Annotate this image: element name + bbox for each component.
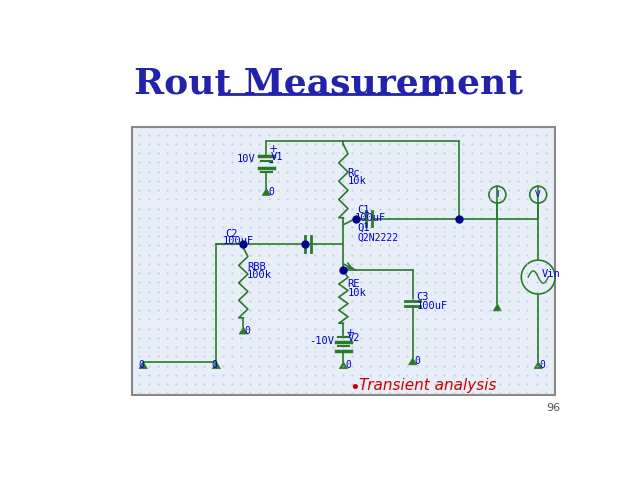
- Polygon shape: [262, 189, 271, 195]
- Text: Q2N2222: Q2N2222: [357, 233, 398, 243]
- Text: 0: 0: [139, 360, 145, 370]
- Text: RE: RE: [348, 279, 360, 289]
- Text: Transient analysis: Transient analysis: [359, 378, 496, 393]
- Text: 0: 0: [212, 360, 218, 370]
- Text: C1: C1: [357, 204, 370, 215]
- Text: 0: 0: [540, 360, 546, 370]
- Text: I: I: [496, 190, 499, 199]
- Text: 0: 0: [414, 356, 420, 366]
- Text: 0: 0: [245, 325, 251, 336]
- Text: +: +: [346, 327, 355, 337]
- Text: 96: 96: [547, 403, 561, 413]
- FancyBboxPatch shape: [132, 127, 555, 395]
- Polygon shape: [212, 362, 221, 369]
- Text: Vin: Vin: [542, 269, 561, 279]
- Polygon shape: [493, 304, 502, 311]
- Text: 100k: 100k: [247, 270, 272, 280]
- Text: 10k: 10k: [348, 176, 366, 186]
- Text: RBB: RBB: [247, 262, 266, 272]
- Polygon shape: [534, 362, 542, 369]
- Text: -: -: [269, 156, 273, 171]
- Text: Rout Measurement: Rout Measurement: [134, 66, 522, 100]
- Text: 10V: 10V: [237, 154, 256, 164]
- Text: V: V: [535, 190, 541, 199]
- Text: -10V: -10V: [310, 336, 335, 346]
- Text: +: +: [269, 144, 278, 154]
- Polygon shape: [408, 358, 417, 365]
- Polygon shape: [339, 362, 348, 369]
- Text: 0: 0: [268, 187, 274, 197]
- Text: •: •: [349, 380, 360, 397]
- Polygon shape: [139, 362, 147, 369]
- Text: C3: C3: [417, 292, 429, 302]
- Text: 100uF: 100uF: [355, 213, 386, 223]
- Text: 100uF: 100uF: [223, 236, 253, 246]
- Text: 100uF: 100uF: [417, 301, 448, 311]
- Text: 0: 0: [345, 360, 351, 370]
- Text: V1: V1: [270, 152, 283, 162]
- Text: C2: C2: [225, 228, 238, 239]
- Text: 10k: 10k: [348, 288, 366, 298]
- Text: Rc: Rc: [348, 168, 360, 178]
- Text: V2: V2: [348, 333, 360, 343]
- Polygon shape: [239, 327, 248, 334]
- Text: Q1: Q1: [357, 223, 370, 233]
